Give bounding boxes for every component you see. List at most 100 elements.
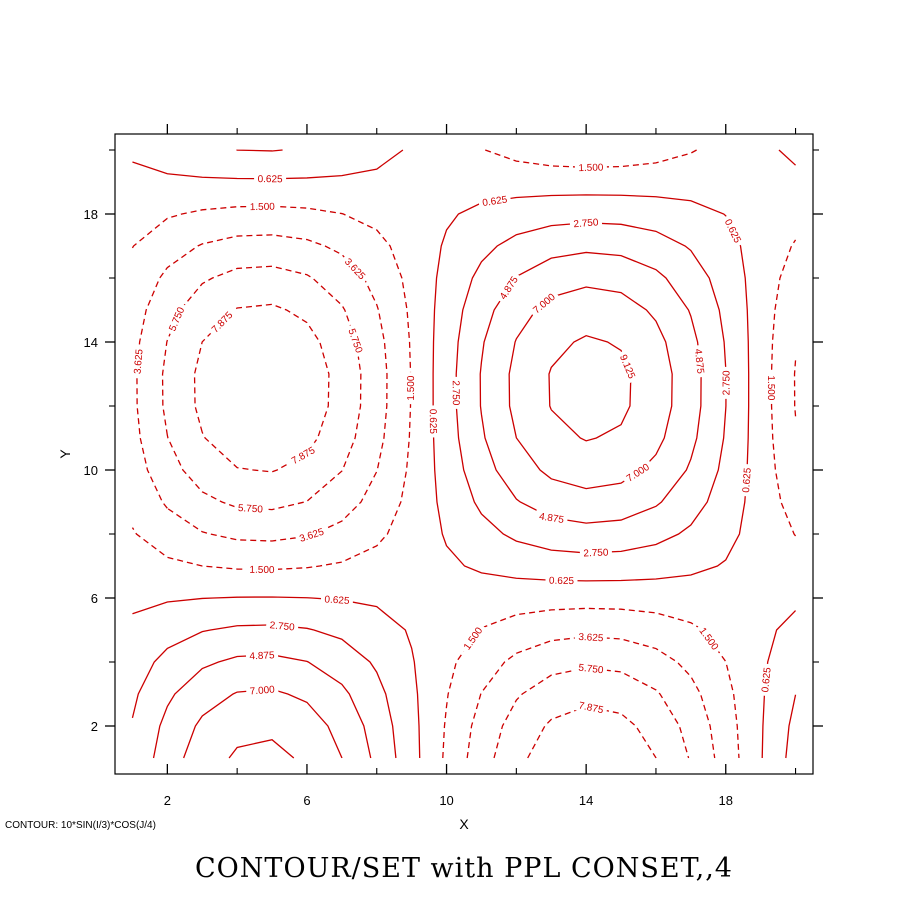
contour-label-bg <box>621 458 655 487</box>
contour-label-bg <box>294 524 329 546</box>
contour-label-bg <box>339 252 371 285</box>
contour-label-text: 3.625 <box>132 348 145 374</box>
contour-label: 5.750 <box>344 323 367 358</box>
x-axis-label: X <box>459 816 469 832</box>
contour-label-bg <box>534 509 569 527</box>
contour-line <box>432 194 750 582</box>
contour-label: 0.625 <box>739 463 754 497</box>
contour-label-bg <box>574 660 608 677</box>
contour-label-bg <box>527 288 561 319</box>
contour-line <box>778 149 796 166</box>
contour-line <box>770 239 797 537</box>
x-tick-labels: 2 6 10 14 18 <box>164 793 733 808</box>
plot-frame <box>114 133 814 775</box>
footnote: CONTOUR: 10*SIN(I/3)*COS(J/4) <box>5 820 156 831</box>
contour-label-bg <box>579 545 613 560</box>
contour-label-bg <box>574 630 608 645</box>
x-tick-label: 18 <box>719 793 733 808</box>
contour-label-text: 4.875 <box>538 511 565 526</box>
contour-label: 1.500 <box>458 621 487 655</box>
contour-label: 7.875 <box>574 698 608 717</box>
contour-line <box>228 739 295 759</box>
contour-label-text: 1.500 <box>249 565 275 576</box>
contour-line <box>236 149 283 152</box>
contour-label-text: 0.625 <box>324 594 350 607</box>
axis-ticks <box>105 124 823 774</box>
contour-label-text: 2.750 <box>721 370 732 396</box>
contour-label-text: 4.875 <box>249 650 275 662</box>
contour-label-bg <box>616 349 640 384</box>
contour-label-bg <box>246 200 279 213</box>
contour-line <box>131 205 412 571</box>
contour-line <box>479 251 702 524</box>
contour-line <box>442 607 740 759</box>
y-tick-label: 6 <box>91 591 98 606</box>
contour-label-bg <box>130 345 146 378</box>
contour-label-bg <box>569 215 603 231</box>
contour-label-bg <box>765 371 778 404</box>
contour-label: 1.500 <box>765 371 778 404</box>
contour-label: 2.750 <box>450 376 463 409</box>
contour-label: 7.000 <box>245 682 279 698</box>
contour-label-bg <box>574 698 608 717</box>
contour-label-bg <box>691 344 708 378</box>
contour-label-text: 1.500 <box>578 163 604 175</box>
contour-label: 4.875 <box>534 509 569 527</box>
x-tick-label: 14 <box>579 793 593 808</box>
contour-label-text: 4.875 <box>692 348 706 375</box>
contour-label-text: 2.750 <box>269 620 295 633</box>
contour-label-text: 1.500 <box>250 202 276 213</box>
contour-label: 0.625 <box>427 405 440 438</box>
contour-line <box>466 636 716 759</box>
contour-label: 7.875 <box>286 442 320 469</box>
contour-label: 1.500 <box>245 563 279 576</box>
contour-label-bg <box>245 648 279 663</box>
contour-label: 3.625 <box>294 524 329 546</box>
contour-label: 0.625 <box>320 592 354 607</box>
contour-line <box>161 265 362 511</box>
y-tick-labels: 2 6 10 14 18 <box>84 207 98 734</box>
contour-label: 4.875 <box>494 271 523 305</box>
contour-label-bg <box>344 323 367 358</box>
contour-label: 0.625 <box>477 192 512 210</box>
contour-label-bg <box>265 618 299 634</box>
contour-label: 4.875 <box>691 344 708 378</box>
contour-label-bg <box>739 463 754 497</box>
contour-label: 2.750 <box>719 366 733 399</box>
contour-line <box>785 694 797 759</box>
contour-label: 5.750 <box>164 301 189 337</box>
contour-label-bg <box>574 160 608 174</box>
chart-title: CONTOUR/SET with PPL CONSET,,4 <box>195 853 733 884</box>
contour-label-text: 5.750 <box>167 305 187 333</box>
contour-label-bg <box>320 592 354 607</box>
y-tick-label: 14 <box>84 335 98 350</box>
x-tick-label: 2 <box>164 793 171 808</box>
contour-label-bg <box>404 372 417 405</box>
contour-label: 4.875 <box>245 648 279 663</box>
contour-label: 0.625 <box>758 663 774 697</box>
contour-label-text: 0.625 <box>549 576 575 587</box>
contour-line <box>548 334 632 442</box>
contour-label-bg <box>758 663 774 697</box>
contour-line <box>508 286 673 490</box>
x-tick-label: 10 <box>439 793 453 808</box>
y-tick-label: 18 <box>84 207 98 222</box>
contour-label-text: 2.750 <box>450 380 461 406</box>
contour-label: 5.750 <box>234 501 267 516</box>
contour-label-text: 3.625 <box>578 632 604 645</box>
contour-label: 2.750 <box>265 618 299 634</box>
contour-label-bg <box>245 682 279 698</box>
contour-label-text: 5.750 <box>238 503 264 516</box>
y-axis-label: Y <box>57 449 73 459</box>
contour-line <box>193 303 330 473</box>
contour-lines <box>131 149 797 759</box>
contour-label: 0.625 <box>720 213 746 248</box>
x-tick-label: 6 <box>303 793 310 808</box>
contour-label-text: 5.750 <box>578 663 605 677</box>
contour-label: 3.625 <box>574 630 608 645</box>
contour-line <box>455 222 727 554</box>
contour-label-text: 5.750 <box>345 327 364 355</box>
contour-line <box>793 359 797 417</box>
contour-label-bg <box>164 301 189 337</box>
